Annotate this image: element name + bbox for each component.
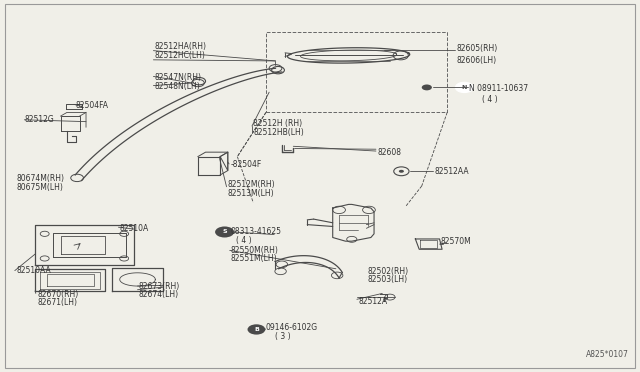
- Text: 80675M(LH): 80675M(LH): [16, 183, 63, 192]
- Text: 82512HC(LH): 82512HC(LH): [155, 51, 205, 60]
- Text: 82547N(RH): 82547N(RH): [155, 73, 202, 82]
- Text: A825*0107: A825*0107: [586, 350, 628, 359]
- Text: 80674M(RH): 80674M(RH): [16, 174, 64, 183]
- Text: 09146-6102G: 09146-6102G: [266, 323, 318, 332]
- Text: -82504F: -82504F: [231, 160, 262, 169]
- Text: 82512HB(LH): 82512HB(LH): [253, 128, 304, 137]
- Text: 82504FA: 82504FA: [76, 100, 108, 110]
- Text: 82608: 82608: [377, 148, 401, 157]
- Circle shape: [248, 324, 266, 334]
- Text: 82510AA: 82510AA: [16, 266, 51, 275]
- Text: 82606(LH): 82606(LH): [457, 57, 497, 65]
- Text: 82513M(LH): 82513M(LH): [228, 189, 275, 198]
- Text: 82548N(LH): 82548N(LH): [155, 82, 200, 91]
- Circle shape: [399, 170, 404, 173]
- Text: 08313-41625: 08313-41625: [231, 228, 282, 237]
- Text: 82512AA: 82512AA: [435, 167, 469, 176]
- Text: 82512M(RH): 82512M(RH): [228, 180, 275, 189]
- Text: 82570M: 82570M: [441, 237, 472, 246]
- Text: 82512G: 82512G: [24, 115, 54, 124]
- Text: ( 4 ): ( 4 ): [236, 236, 252, 245]
- Text: ( 3 ): ( 3 ): [275, 332, 291, 341]
- Text: 82551M(LH): 82551M(LH): [231, 254, 278, 263]
- Text: 82512HA(RH): 82512HA(RH): [155, 42, 207, 51]
- Text: 82510A: 82510A: [120, 224, 149, 233]
- Text: 82502(RH): 82502(RH): [368, 267, 409, 276]
- Text: B: B: [254, 327, 259, 332]
- Text: 82550M(RH): 82550M(RH): [231, 246, 279, 255]
- Circle shape: [456, 82, 473, 93]
- Circle shape: [422, 84, 432, 90]
- Text: N 08911-10637: N 08911-10637: [469, 84, 529, 93]
- Circle shape: [253, 327, 260, 332]
- Text: 82503(LH): 82503(LH): [368, 275, 408, 284]
- Text: 82512A: 82512A: [358, 297, 387, 307]
- Text: ( 4 ): ( 4 ): [482, 95, 498, 104]
- Text: 82671(LH): 82671(LH): [37, 298, 77, 307]
- Text: 82673(RH): 82673(RH): [139, 282, 180, 291]
- Text: 82674(LH): 82674(LH): [139, 290, 179, 299]
- Circle shape: [215, 227, 234, 237]
- Text: 82512H (RH): 82512H (RH): [253, 119, 302, 128]
- Text: 82670(RH): 82670(RH): [37, 290, 78, 299]
- Text: N: N: [461, 85, 467, 90]
- Text: S: S: [222, 230, 227, 234]
- Bar: [266, 32, 447, 112]
- Text: 82605(RH): 82605(RH): [457, 44, 498, 52]
